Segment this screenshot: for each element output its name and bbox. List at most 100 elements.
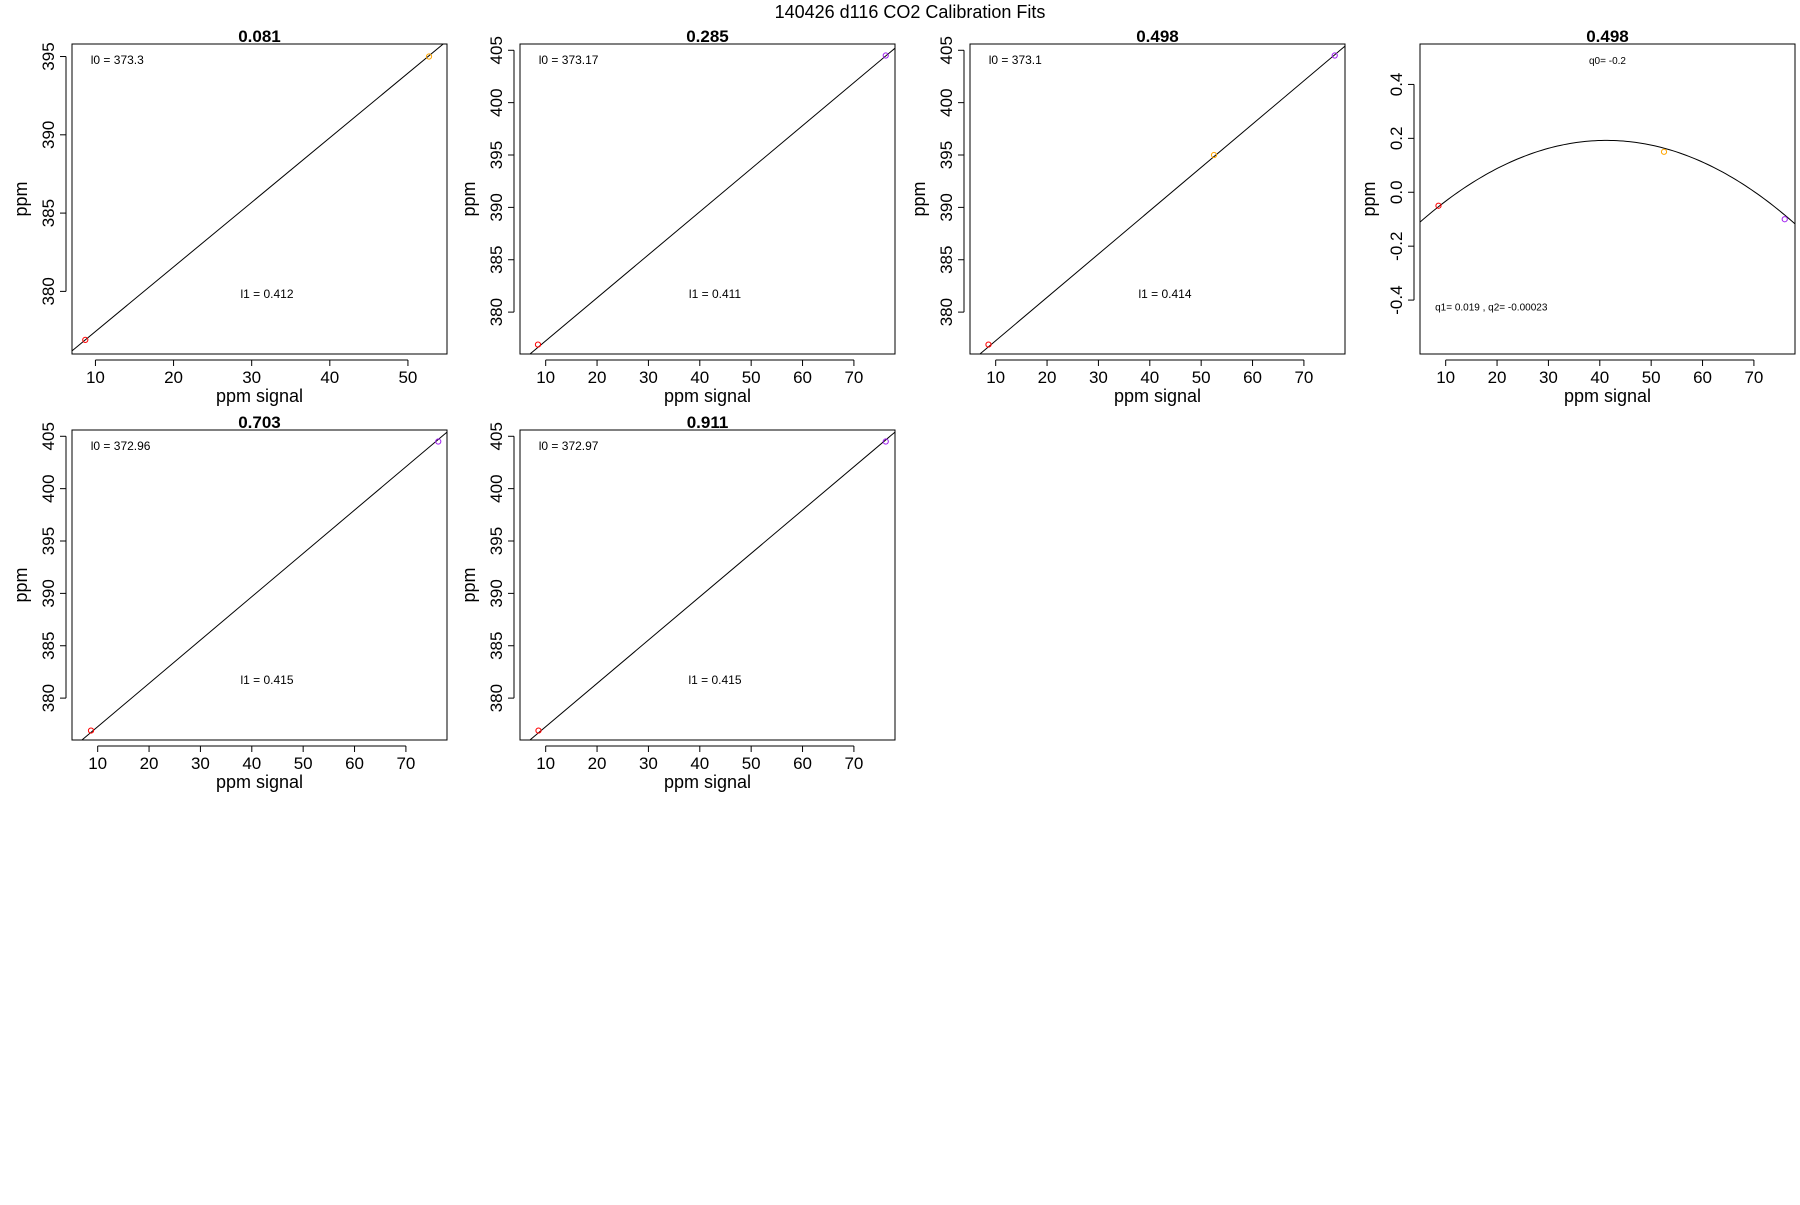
x-tick-label: 20 (164, 368, 183, 387)
x-tick-label: 50 (742, 754, 761, 773)
y-tick-label: 380 (937, 298, 956, 326)
y-tick-label: 390 (487, 579, 506, 607)
x-axis-label: ppm signal (1564, 386, 1651, 406)
x-tick-label: 10 (986, 368, 1005, 387)
y-tick-label: -0.4 (1387, 285, 1406, 314)
fit-annotation: l1 = 0.415 (688, 673, 741, 687)
x-tick-label: 20 (1488, 368, 1507, 387)
data-point (534, 341, 542, 348)
x-tick-label: 60 (793, 368, 812, 387)
x-tick-label: 10 (536, 368, 555, 387)
data-point (1331, 52, 1338, 59)
plot-frame (519, 43, 896, 355)
y-tick-label: 380 (39, 684, 58, 712)
data-point (1210, 151, 1218, 159)
x-tick-label: 30 (639, 754, 658, 773)
fit-annotation: l0 = 373.17 (539, 53, 599, 67)
x-tick-label: 20 (588, 754, 607, 773)
y-tick-label: 395 (39, 527, 58, 555)
fit-line (529, 431, 895, 740)
y-tick-label: 380 (39, 277, 58, 305)
y-tick-label: 385 (39, 199, 58, 227)
x-tick-label: 50 (294, 754, 313, 773)
fit-annotation: q1= 0.019 , q2= -0.00023 (1435, 303, 1548, 314)
panel-title: 0.911 (687, 413, 729, 432)
x-tick-label: 60 (793, 754, 812, 773)
panel-4: 0.498 10 20 30 40 50 60 70 -0.4 -0.2 0.0 0.2 0.4 ppm … (1359, 27, 1796, 406)
y-tick-label: 400 (39, 474, 58, 502)
x-tick-label: 50 (398, 368, 417, 387)
fit-annotation: l0 = 372.96 (91, 439, 151, 453)
x-tick-label: 10 (1436, 368, 1455, 387)
y-axis-label: ppm (459, 181, 479, 216)
fit-group (81, 431, 447, 740)
y-axis-label: ppm (11, 567, 31, 602)
panel-2: 0.285 10 20 30 40 50 60 70 380 385 390 395 400 405 ppm… (459, 27, 896, 406)
y-tick-label: 405 (937, 36, 956, 64)
panel-5: 0.703 10 20 30 40 50 60 70 380 385 390 395 400 405 ppm… (11, 413, 448, 792)
data-point (425, 53, 433, 60)
panel-title: 0.081 (238, 27, 281, 46)
panel-title: 0.498 (1136, 27, 1179, 46)
data-point (882, 438, 889, 445)
y-tick-label: 0.0 (1387, 180, 1406, 204)
fit-line (529, 47, 895, 354)
x-tick-label: 10 (86, 368, 105, 387)
fit-annotation: l0 = 373.1 (989, 53, 1042, 67)
y-tick-label: 405 (39, 422, 58, 450)
figure-title: 140426 d116 CO2 Calibration Fits (775, 2, 1046, 22)
x-axis-label: ppm signal (216, 386, 303, 406)
x-tick-label: 30 (1539, 368, 1558, 387)
y-tick-label: 400 (937, 88, 956, 116)
fit-annotation: l1 = 0.411 (689, 287, 741, 301)
x-tick-label: 20 (140, 754, 159, 773)
plot-frame (71, 429, 448, 741)
x-tick-label: 40 (1140, 368, 1159, 387)
plot-frame (969, 43, 1346, 355)
panel-3: 0.498 10 20 30 40 50 60 70 380 385 390 395 400 405 ppm… (909, 27, 1346, 406)
panel-title: 0.703 (238, 413, 281, 432)
panel-6: 0.911 10 20 30 40 50 60 70 380 385 390 395 400 405 ppm… (459, 413, 896, 792)
fit-line (979, 45, 1345, 354)
y-tick-label: 395 (487, 141, 506, 169)
y-axis-label: ppm (1359, 181, 1379, 216)
x-axis-label: ppm signal (664, 386, 751, 406)
x-tick-label: 40 (690, 754, 709, 773)
x-tick-label: 40 (690, 368, 709, 387)
x-tick-label: 20 (588, 368, 607, 387)
fit-curve (1420, 139, 1795, 225)
y-tick-label: 0.4 (1387, 73, 1406, 97)
y-tick-label: 400 (487, 88, 506, 116)
panel-title: 0.285 (686, 27, 729, 46)
x-tick-label: 30 (1089, 368, 1108, 387)
y-tick-label: 400 (487, 474, 506, 502)
fit-group (979, 45, 1345, 354)
x-tick-label: 70 (1744, 368, 1763, 387)
x-tick-label: 30 (191, 754, 210, 773)
y-axis-label: ppm (909, 181, 929, 216)
fit-annotation: l1 = 0.415 (240, 673, 293, 687)
panels: 0.081 10 20 30 40 50 380 385 390 395 ppm signal ppm… (11, 27, 1796, 792)
plot-frame (71, 43, 448, 355)
x-tick-label: 60 (1243, 368, 1262, 387)
data-point (435, 438, 442, 445)
data-point (985, 341, 992, 348)
y-tick-label: 390 (937, 193, 956, 221)
y-tick-label: 405 (487, 422, 506, 450)
x-tick-label: 30 (242, 368, 261, 387)
plot-frame (519, 429, 896, 741)
y-tick-label: 380 (487, 684, 506, 712)
data-point (1660, 148, 1668, 155)
panel-title: 0.498 (1586, 27, 1629, 46)
y-tick-label: 405 (487, 36, 506, 64)
fit-group (529, 47, 895, 354)
fit-annotation: l0 = 372.97 (539, 439, 599, 453)
data-point (535, 727, 542, 734)
x-axis-label: ppm signal (664, 772, 751, 792)
y-tick-label: -0.2 (1387, 232, 1406, 261)
panel-1: 0.081 10 20 30 40 50 380 385 390 395 ppm signal ppm… (11, 27, 448, 406)
data-point (1435, 202, 1442, 209)
x-axis-label: ppm signal (216, 772, 303, 792)
fit-group (72, 44, 444, 352)
x-tick-label: 40 (242, 754, 261, 773)
